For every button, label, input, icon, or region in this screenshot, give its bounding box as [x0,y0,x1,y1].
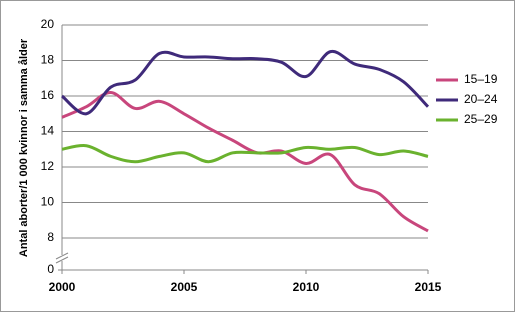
axis-break [55,252,69,260]
y-tick-label: 0 [47,262,54,276]
axis-break-gap [56,255,68,261]
axis-break [55,256,69,264]
series-line [61,144,429,164]
y-tick-label: 12 [41,159,55,173]
series-line [61,90,429,233]
x-tick-label: 2000 [49,280,76,294]
y-tick-label: 8 [47,230,54,244]
legend-label: 25–29 [464,112,498,126]
y-tick-label: 16 [41,88,55,102]
y-tick-label: 14 [41,124,55,138]
x-tick-label: 2010 [293,280,320,294]
y-axis-label: Antal aborter/1 000 kvinnor i samma ålde… [18,38,30,257]
legend-label: 20–24 [464,92,498,106]
y-tick-label: 10 [41,195,55,209]
legend-label: 15–19 [464,72,498,86]
y-tick-label: 20 [41,17,55,31]
series-line [61,49,430,116]
x-tick-label: 2015 [415,280,442,294]
y-tick-label: 18 [41,53,55,67]
x-tick-label: 2005 [171,280,198,294]
